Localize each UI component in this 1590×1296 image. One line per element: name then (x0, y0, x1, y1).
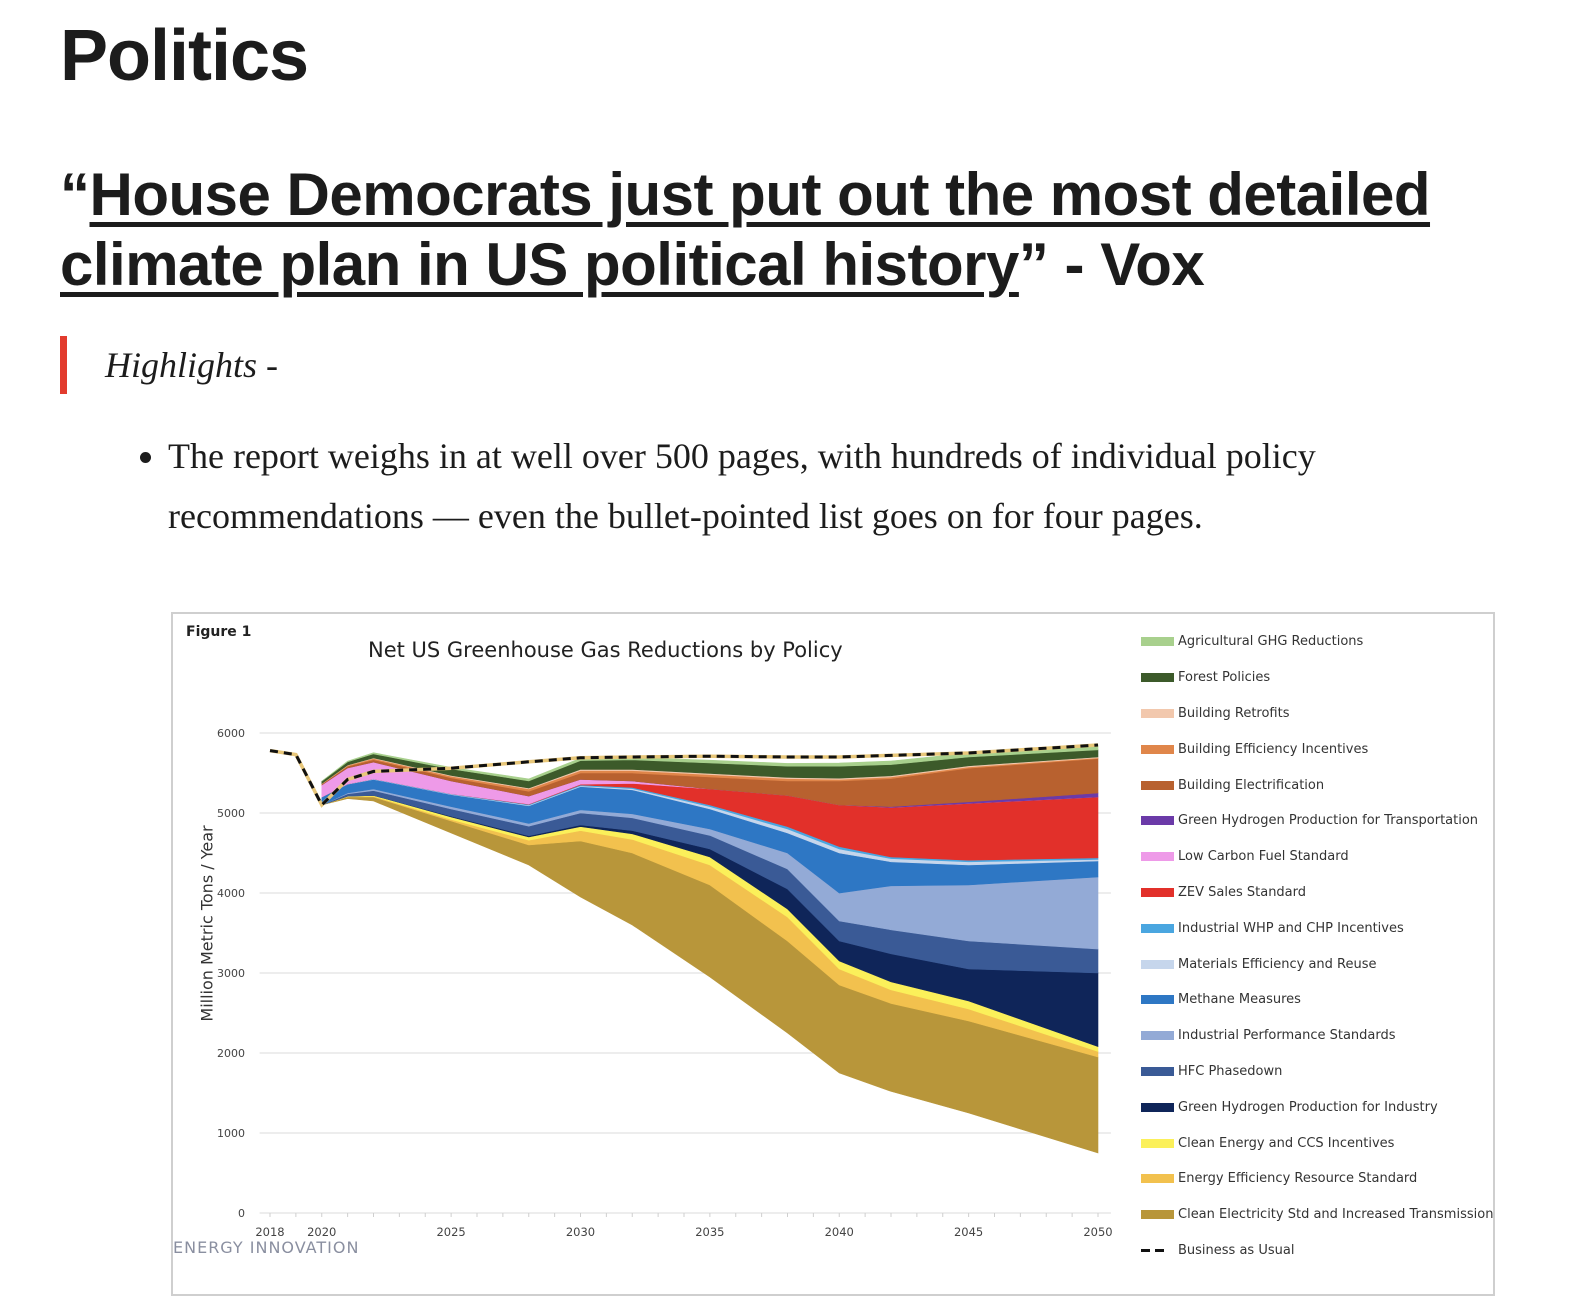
legend-swatch-icon (1141, 1174, 1174, 1184)
legend-label: Forest Policies (1178, 670, 1271, 686)
highlights-blockquote: Highlights - (60, 336, 278, 394)
legend-label: Methane Measures (1178, 992, 1301, 1008)
chart-legend: Agricultural GHG Reductions Forest Polici… (1141, 624, 1493, 1268)
legend-label: Energy Efficiency Resource Standard (1178, 1171, 1418, 1187)
legend-item: Business as Usual (1141, 1233, 1493, 1269)
legend-label: Building Electrification (1178, 777, 1325, 793)
legend-item: Materials Efficiency and Reuse (1141, 946, 1493, 982)
legend-swatch-icon (1141, 1102, 1174, 1112)
legend-label: Green Hydrogen Production for Industry (1178, 1099, 1438, 1115)
y-tick-label: 4000 (217, 887, 245, 900)
business-as-usual-line (269, 743, 1099, 808)
article-headline: “House Democrats just put out the most d… (60, 160, 1540, 300)
close-quote: ” (1018, 231, 1049, 298)
x-tick-label: 2018 (255, 1225, 284, 1239)
area-agricultural-ghg-reductions (321, 744, 1099, 782)
legend-item: Energy Efficiency Resource Standard (1141, 1161, 1493, 1197)
legend-item: Industrial WHP and CHP Incentives (1141, 910, 1493, 946)
chart-title: Net US Greenhouse Gas Reductions by Poli… (368, 638, 843, 662)
legend-item: Methane Measures (1141, 982, 1493, 1018)
legend-item: HFC Phasedown (1141, 1054, 1493, 1090)
legend-swatch-icon (1141, 1138, 1174, 1148)
legend-item: Industrial Performance Standards (1141, 1018, 1493, 1054)
legend-label: ZEV Sales Standard (1178, 884, 1307, 900)
open-quote: “ (60, 161, 90, 228)
x-tick-label: 2050 (1083, 1225, 1112, 1239)
y-tick-label: 5000 (217, 807, 245, 820)
legend-swatch-icon (1141, 780, 1174, 790)
legend-swatch-icon (1141, 708, 1174, 718)
legend-item: Clean Electricity Std and Increased Tran… (1141, 1197, 1493, 1233)
legend-item: Forest Policies (1141, 660, 1493, 696)
legend-item: Green Hydrogen Production for Industry (1141, 1089, 1493, 1125)
y-tick-label: 6000 (217, 727, 245, 740)
legend-item: ZEV Sales Standard (1141, 875, 1493, 911)
legend-label: Industrial Performance Standards (1178, 1028, 1396, 1044)
headline-link[interactable]: House Democrats just put out the most de… (60, 161, 1431, 298)
legend-swatch-icon (1141, 744, 1174, 754)
x-tick-label: 2020 (307, 1225, 336, 1239)
highlights-label: Highlights - (105, 345, 279, 385)
legend-item: Clean Energy and CCS Incentives (1141, 1125, 1493, 1161)
legend-item: Agricultural GHG Reductions (1141, 624, 1493, 660)
list-item: The report weighs in at well over 500 pa… (168, 426, 1568, 546)
legend-label: Agricultural GHG Reductions (1178, 634, 1364, 650)
legend-label: Industrial WHP and CHP Incentives (1178, 920, 1404, 936)
x-tick-label: 2030 (566, 1225, 595, 1239)
legend-swatch-icon (1141, 816, 1174, 826)
headline-source: - Vox (1048, 231, 1205, 298)
legend-label: Building Efficiency Incentives (1178, 741, 1369, 757)
y-tick-label: 1000 (217, 1127, 245, 1140)
y-tick-label: 0 (238, 1207, 245, 1220)
highlights-list: The report weighs in at well over 500 pa… (112, 426, 1568, 546)
y-tick-label: 3000 (217, 967, 245, 980)
legend-label: Clean Electricity Std and Increased Tran… (1178, 1207, 1494, 1223)
legend-label: Low Carbon Fuel Standard (1178, 849, 1349, 865)
x-tick-label: 2035 (695, 1225, 724, 1239)
legend-swatch-icon (1141, 923, 1174, 933)
x-tick-label: 2025 (436, 1225, 465, 1239)
legend-label: HFC Phasedown (1178, 1063, 1283, 1079)
legend-swatch-icon (1141, 1066, 1174, 1076)
x-tick-label: 2045 (954, 1225, 983, 1239)
legend-swatch-icon (1141, 637, 1174, 647)
legend-label: Clean Energy and CCS Incentives (1178, 1135, 1395, 1151)
legend-item: Building Electrification (1141, 767, 1493, 803)
stacked-area-chart: 0 1000 2000 3000 4000 5000 6000 2018 2020 2025 203… (217, 727, 1113, 1239)
legend-label: Business as Usual (1178, 1242, 1295, 1258)
legend-item: Green Hydrogen Production for Transporta… (1141, 803, 1493, 839)
legend-swatch-icon (1141, 852, 1174, 862)
figure-label: Figure 1 (186, 624, 252, 640)
legend-item: Building Retrofits (1141, 696, 1493, 732)
legend-swatch-icon (1141, 1031, 1174, 1041)
legend-label: Materials Efficiency and Reuse (1178, 956, 1377, 972)
legend-swatch-icon (1141, 995, 1174, 1005)
legend-swatch-icon (1141, 887, 1174, 897)
y-tick-label: 2000 (217, 1047, 245, 1060)
legend-item: Building Efficiency Incentives (1141, 731, 1493, 767)
section-title: Politics (60, 16, 309, 96)
legend-item: Low Carbon Fuel Standard (1141, 839, 1493, 875)
dashed-line-swatch-icon (1141, 1246, 1174, 1255)
legend-swatch-icon (1141, 959, 1174, 969)
figure-chart: Figure 1 Net US Greenhouse Gas Reduction… (171, 612, 1495, 1296)
x-tick-label: 2040 (825, 1225, 854, 1239)
legend-swatch-icon (1141, 673, 1174, 683)
energy-innovation-logo: ENERGY INNOVATION (173, 1238, 360, 1257)
legend-swatch-icon (1141, 1210, 1174, 1220)
legend-label: Building Retrofits (1178, 705, 1290, 721)
legend-label: Green Hydrogen Production for Transporta… (1178, 813, 1479, 829)
